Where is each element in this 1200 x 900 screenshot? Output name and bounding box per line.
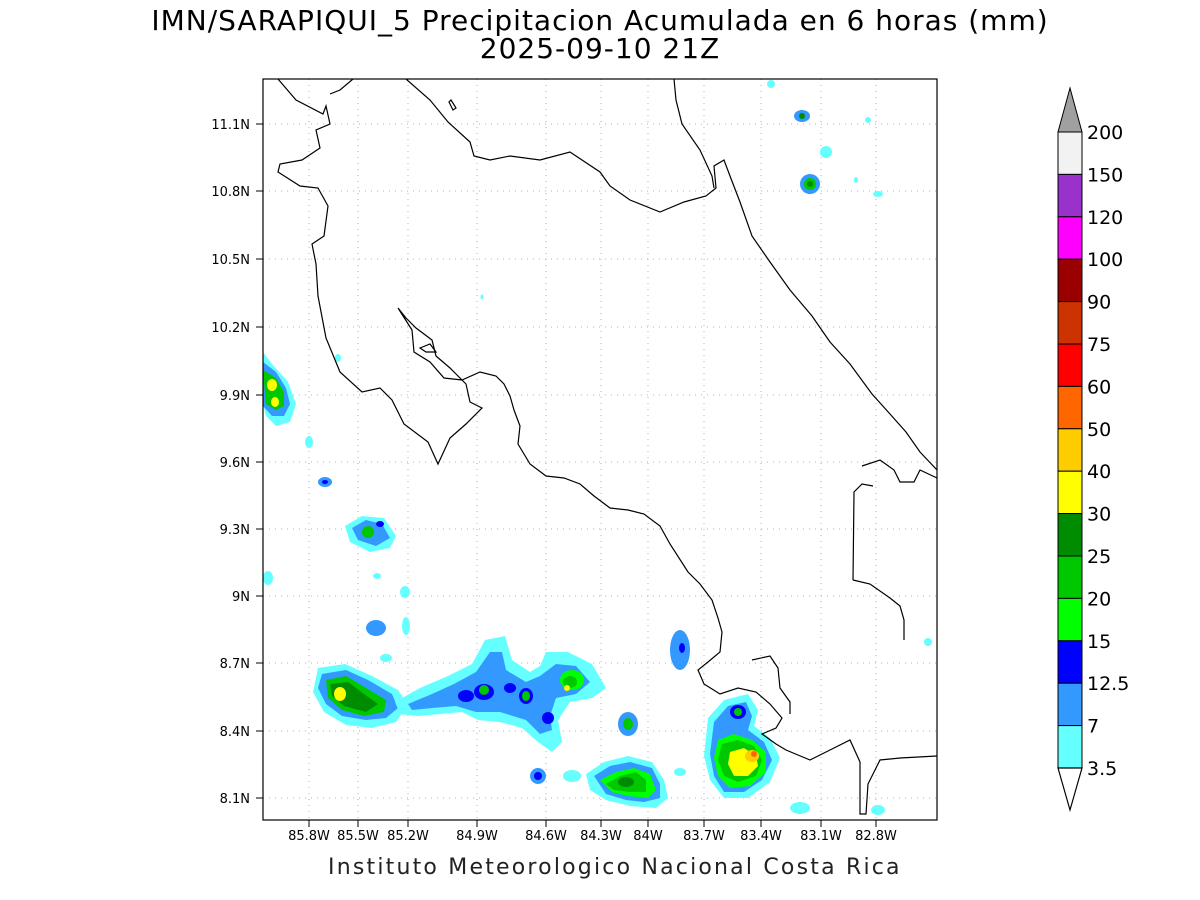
x-tick-label: 85.5W xyxy=(337,829,379,844)
colorbar-label: 90 xyxy=(1087,292,1111,314)
y-tick-label: 9N xyxy=(232,590,250,605)
colorbar-label: 150 xyxy=(1087,164,1123,186)
colorbar-box xyxy=(1057,258,1083,303)
colorbar-label: 40 xyxy=(1087,461,1111,483)
colorbar-top-arrow xyxy=(1057,86,1083,133)
precip-band-central xyxy=(395,636,606,752)
y-axis-labels: 11.1N 10.8N 10.5N 10.2N 9.9N 9.6N 9.3N 9… xyxy=(211,118,250,807)
colorbar-box xyxy=(1057,640,1083,684)
y-tick-label: 9.6N xyxy=(220,456,250,471)
coastline-borders xyxy=(277,79,937,815)
precip-cell-nicoya xyxy=(263,352,410,662)
x-tick-label: 82.8W xyxy=(855,829,897,844)
y-tick-label: 10.5N xyxy=(211,253,250,268)
y-tick-label: 8.7N xyxy=(220,657,250,672)
colorbar-label: 75 xyxy=(1087,334,1111,356)
x-tick-label: 83.1W xyxy=(800,829,842,844)
colorbar-box xyxy=(1057,682,1083,727)
colorbar-box xyxy=(1057,343,1083,387)
colorbar-label: 30 xyxy=(1087,504,1111,526)
colorbar-box xyxy=(1057,725,1083,769)
colorbar-label: 60 xyxy=(1087,376,1111,398)
colorbar-label: 200 xyxy=(1087,122,1123,144)
y-tick-label: 10.8N xyxy=(211,185,250,200)
y-tick-label: 9.9N xyxy=(220,389,250,404)
colorbar-box xyxy=(1057,216,1083,260)
x-tick-label: 85.8W xyxy=(288,829,330,844)
colorbar-box xyxy=(1057,385,1083,430)
colorbar-label: 100 xyxy=(1087,249,1123,271)
y-tick-label: 8.1N xyxy=(220,792,250,807)
x-tick-label: 84.3W xyxy=(580,829,622,844)
colorbar-box xyxy=(1057,301,1083,345)
colorbar-label: 50 xyxy=(1087,419,1111,441)
colorbar-labels: 200 150 120 100 90 75 60 50 40 30 25 20 15 12.5 7 3.5 xyxy=(1087,122,1129,780)
colorbar-box xyxy=(1057,513,1083,557)
colorbar-box xyxy=(1057,428,1083,472)
colorbar-label: 20 xyxy=(1087,588,1111,610)
map-gridlines xyxy=(263,79,937,820)
colorbar-boxes xyxy=(1057,131,1083,769)
y-tick-label: 9.3N xyxy=(220,523,250,538)
colorbar-box xyxy=(1057,131,1083,175)
precipitation-fields xyxy=(263,80,932,815)
x-tick-label: 85.2W xyxy=(387,829,429,844)
map-frame xyxy=(262,78,938,821)
precip-cell-northeast xyxy=(480,80,932,646)
colorbar-label: 25 xyxy=(1087,546,1111,568)
colorbar-box xyxy=(1057,555,1083,599)
y-tick-label: 10.2N xyxy=(211,321,250,336)
x-tick-label: 84.9W xyxy=(456,829,498,844)
map-title: IMN/SARAPIQUI_5 Precipitacion Acumulada … xyxy=(151,4,1049,37)
colorbar-label: 12.5 xyxy=(1087,673,1129,695)
x-axis-labels: 85.8W 85.5W 85.2W 84.9W 84.6W 84.3W 84W … xyxy=(288,829,897,844)
x-tick-label: 83.4W xyxy=(740,829,782,844)
colorbar-box xyxy=(1057,597,1083,642)
axis-ticks xyxy=(256,123,877,827)
precip-cell-south-84w xyxy=(530,712,686,808)
colorbar-label: 120 xyxy=(1087,207,1123,229)
y-tick-label: 8.4N xyxy=(220,725,250,740)
precip-cell-southeast xyxy=(670,630,885,815)
colorbar-bottom-arrow xyxy=(1057,767,1083,813)
colorbar-label: 7 xyxy=(1087,716,1099,738)
precip-cell-west-85w xyxy=(313,664,408,728)
colorbar-box xyxy=(1057,173,1083,218)
colorbar-label: 3.5 xyxy=(1087,758,1117,780)
x-tick-label: 84W xyxy=(633,829,663,844)
colorbar-legend: 200 150 120 100 90 75 60 50 40 30 25 20 15 12.5 7 3.5 xyxy=(1057,86,1129,813)
y-tick-label: 11.1N xyxy=(211,118,250,133)
footer-credit: Instituto Meteorologico Nacional Costa R… xyxy=(328,855,902,880)
colorbar-box xyxy=(1057,470,1083,515)
map-datetime: 2025-09-10 21Z xyxy=(479,32,721,65)
x-tick-label: 84.6W xyxy=(525,829,567,844)
x-tick-label: 83.7W xyxy=(683,829,725,844)
colorbar-label: 15 xyxy=(1087,631,1111,653)
